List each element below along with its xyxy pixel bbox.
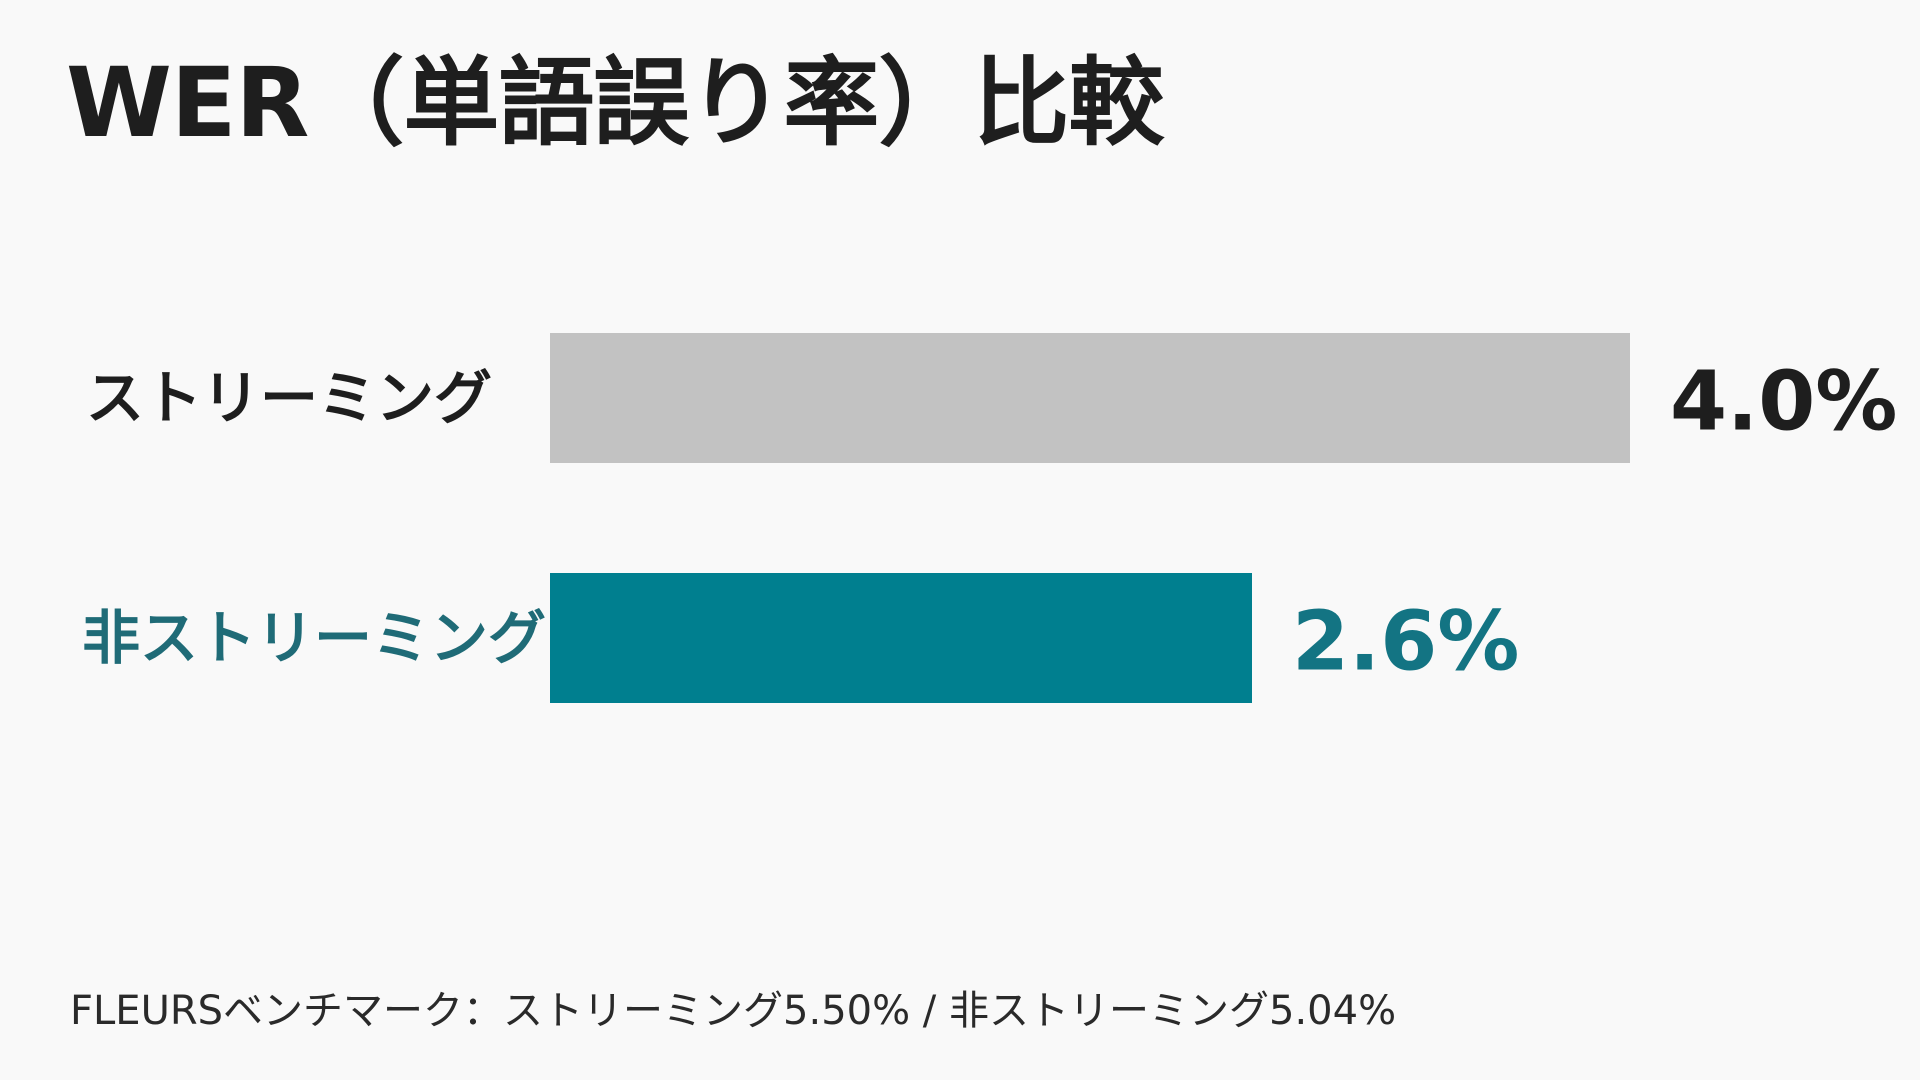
bar-2 [550, 573, 1252, 703]
chart-title: WER（単語誤り率）比較 [66, 47, 1164, 159]
footnote: FLEURSベンチマーク：ストリーミング5.50% / 非ストリーミング5.04… [70, 988, 1397, 1034]
category-label-1: ストリーミング [86, 364, 492, 432]
value-label-2: 2.6% [1292, 595, 1519, 690]
bars-group: ストリーミング 4.0% 非ストリーミング 2.6% [82, 333, 1897, 703]
value-label-1: 4.0% [1670, 355, 1897, 450]
bar-1 [550, 333, 1630, 463]
category-label-2: 非ストリーミング [82, 604, 546, 672]
